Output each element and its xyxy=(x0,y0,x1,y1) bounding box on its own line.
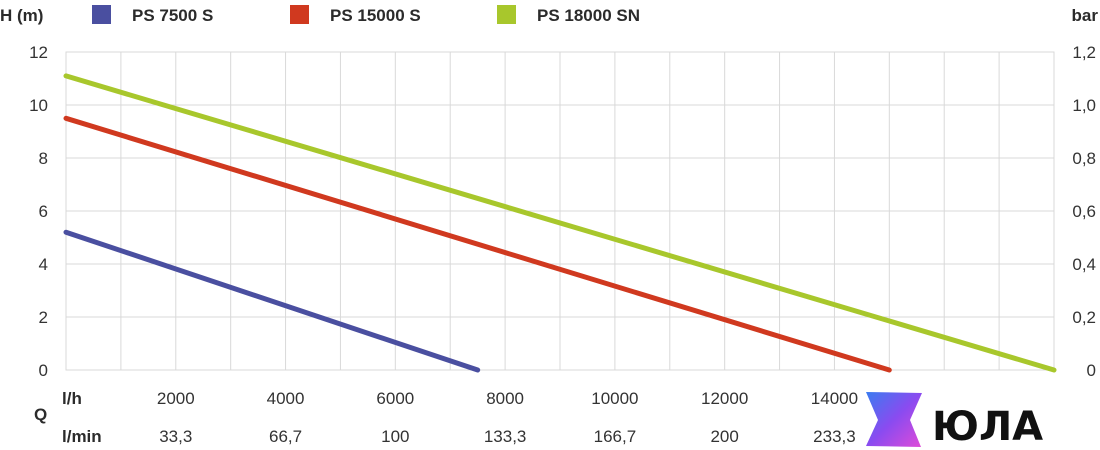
y-tick-label: 12 xyxy=(29,43,48,62)
y-tick-label: 4 xyxy=(39,255,48,274)
y-axis-ticks: 0 2 4 6 8 10 12 xyxy=(29,43,48,380)
series-line xyxy=(63,115,892,373)
y2-tick-label: 0,4 xyxy=(1072,255,1096,274)
y-tick-label: 0 xyxy=(39,361,48,380)
x-row1-tick-label: 6000 xyxy=(376,389,414,408)
y2-tick-label: 0,6 xyxy=(1072,202,1096,221)
y-axis-label: H (m) xyxy=(0,6,43,25)
series-lines xyxy=(63,73,1057,373)
x-row2-tick-label: 66,7 xyxy=(269,427,302,446)
y-tick-label: 8 xyxy=(39,149,48,168)
y-tick-label: 10 xyxy=(29,96,48,115)
legend-label: PS 15000 S xyxy=(330,6,421,25)
x-row1-tick-label: 12000 xyxy=(701,389,748,408)
x-row2-tick-label: 166,7 xyxy=(594,427,637,446)
x-row2-tick-label: 200 xyxy=(710,427,738,446)
x-row2-tick-label: 100 xyxy=(381,427,409,446)
x-quantity-label: Q xyxy=(34,405,47,424)
legend-swatch xyxy=(290,5,309,24)
x-row1-tick-label: 14000 xyxy=(811,389,858,408)
legend-item: PS 18000 SN xyxy=(497,5,640,25)
x-row2-ticks: 33,3 66,7 100 133,3 166,7 200 233,3 xyxy=(159,427,855,446)
chart-grid xyxy=(65,51,1055,371)
legend-label: PS 18000 SN xyxy=(537,6,640,25)
y-tick-label: 6 xyxy=(39,202,48,221)
x-row2-tick-label: 33,3 xyxy=(159,427,192,446)
x-row1-tick-label: 8000 xyxy=(486,389,524,408)
y2-axis-label: bar xyxy=(1072,6,1099,25)
legend-item: PS 7500 S xyxy=(92,5,213,25)
legend-item: PS 15000 S xyxy=(290,5,421,25)
legend-swatch xyxy=(497,5,516,24)
x-row1-tick-label: 2000 xyxy=(157,389,195,408)
x-row1-tick-label: 10000 xyxy=(591,389,638,408)
brand-text: ЮЛА xyxy=(932,404,1043,450)
y2-tick-label: 0 xyxy=(1087,361,1096,380)
x-row2-tick-label: 133,3 xyxy=(484,427,527,446)
y2-tick-label: 0,8 xyxy=(1072,149,1096,168)
x-row1-ticks: 2000 4000 6000 8000 10000 12000 14000 xyxy=(157,389,858,408)
y2-tick-label: 1,0 xyxy=(1072,96,1096,115)
brand-logo: ЮЛА xyxy=(862,386,1100,450)
series-line xyxy=(63,229,481,373)
legend-swatch xyxy=(92,5,111,24)
y2-tick-label: 0,2 xyxy=(1072,308,1096,327)
x-row1-tick-label: 4000 xyxy=(267,389,305,408)
legend-label: PS 7500 S xyxy=(132,6,213,25)
y-tick-label: 2 xyxy=(39,308,48,327)
x-row2-label: l/min xyxy=(62,427,102,446)
series-line xyxy=(63,73,1057,373)
y2-axis-ticks: 0 0,2 0,4 0,6 0,8 1,0 1,2 xyxy=(1072,43,1096,380)
x-row1-label: l/h xyxy=(62,389,82,408)
y2-tick-label: 1,2 xyxy=(1072,43,1096,62)
brand-star-icon xyxy=(866,392,922,447)
chart-legend: PS 7500 S PS 15000 S PS 18000 SN xyxy=(92,5,640,25)
x-row2-tick-label: 233,3 xyxy=(813,427,856,446)
